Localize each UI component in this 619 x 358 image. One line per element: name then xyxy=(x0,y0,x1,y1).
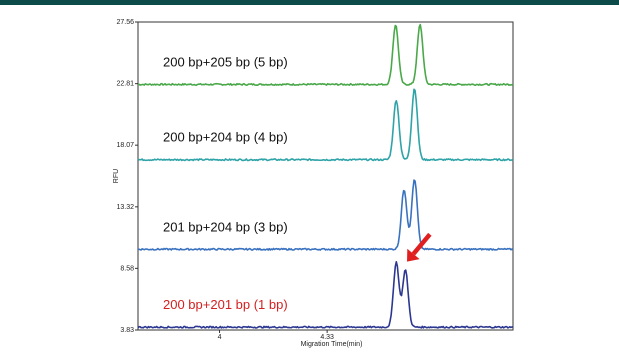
y-tick-label: 27.56 xyxy=(116,19,134,26)
series-line-3 xyxy=(137,179,514,251)
series-label-3: 201 bp+204 bp (3 bp) xyxy=(163,219,288,234)
header-bar xyxy=(0,0,619,5)
x-tick-label: 4 xyxy=(218,334,222,341)
series-line-1 xyxy=(137,23,514,87)
y-tick-label: 3.83 xyxy=(120,327,134,334)
y-axis-label: RFU xyxy=(113,169,120,183)
plot-frame xyxy=(137,21,514,331)
series-label-1: 200 bp+205 bp (5 bp) xyxy=(163,54,288,69)
arrow-shaft xyxy=(411,232,432,256)
x-axis-label: Migration Time(min) xyxy=(301,341,363,348)
y-tick-label: 22.81 xyxy=(116,81,134,88)
y-tick-label: 8.58 xyxy=(120,265,134,272)
series-line-2 xyxy=(137,88,514,162)
series-line-4 xyxy=(137,261,514,329)
series-label-4: 200 bp+201 bp (1 bp) xyxy=(163,297,288,312)
y-tick-label: 18.07 xyxy=(116,142,134,149)
series-label-2: 200 bp+204 bp (4 bp) xyxy=(163,130,288,145)
arrow-head xyxy=(407,248,420,262)
x-tick-label: 4.33 xyxy=(320,334,334,341)
y-tick-label: 13.32 xyxy=(116,204,134,211)
